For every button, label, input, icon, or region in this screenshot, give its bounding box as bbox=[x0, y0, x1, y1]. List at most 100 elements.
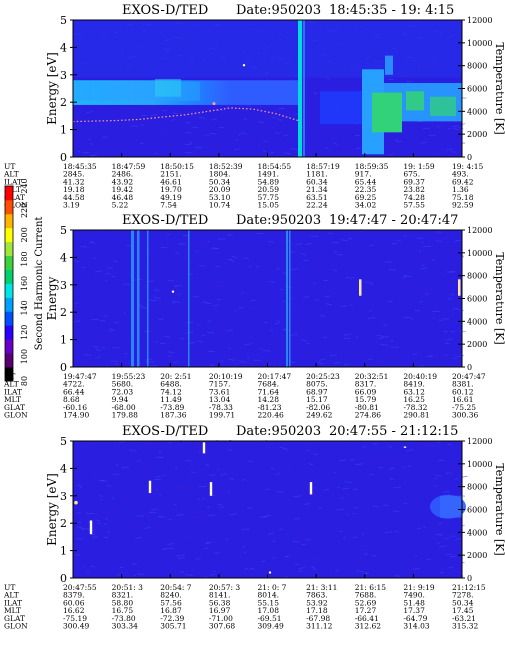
texture-stroke bbox=[207, 331, 215, 334]
texture-stroke bbox=[388, 521, 394, 524]
texture-stroke bbox=[296, 537, 303, 539]
texture-stroke bbox=[123, 310, 128, 312]
table-cell: 53.10 bbox=[209, 193, 231, 202]
texture-stroke bbox=[438, 293, 446, 296]
texture-stroke bbox=[315, 299, 319, 302]
table-cell: 8141. bbox=[209, 591, 230, 600]
texture-stroke bbox=[381, 232, 386, 235]
texture-stroke bbox=[173, 503, 177, 506]
table-cell: 7684. bbox=[258, 380, 279, 389]
texture-stroke bbox=[189, 341, 196, 344]
texture-stroke bbox=[271, 514, 277, 516]
texture-stroke bbox=[334, 283, 339, 285]
colorbar-tick-label: 220 bbox=[20, 203, 29, 218]
texture-stroke bbox=[225, 340, 229, 342]
table-cell: 50.34 bbox=[452, 598, 474, 607]
texture-stroke bbox=[387, 78, 394, 81]
texture-stroke bbox=[150, 114, 158, 116]
texture-stroke bbox=[288, 465, 293, 469]
texture-stroke bbox=[79, 246, 87, 248]
texture-stroke bbox=[435, 234, 441, 236]
table-cell: 65.44 bbox=[355, 177, 377, 186]
texture-stroke bbox=[441, 244, 447, 246]
table-cell: 16.75 bbox=[112, 606, 134, 615]
texture-stroke bbox=[307, 356, 315, 358]
table-cell: 17.45 bbox=[452, 606, 474, 615]
table-cell: 20:47:55 bbox=[63, 583, 97, 592]
table-cell: 15.79 bbox=[355, 395, 377, 404]
texture-stroke bbox=[122, 500, 128, 504]
table-cell: 19.42 bbox=[112, 185, 134, 194]
y-tick-label: 0 bbox=[60, 361, 67, 374]
texture-stroke bbox=[135, 120, 141, 122]
y2-axis-label: Temperature [K] bbox=[493, 252, 505, 344]
texture-stroke bbox=[439, 571, 445, 574]
colorbar-segment bbox=[5, 186, 13, 201]
texture-stroke bbox=[139, 282, 142, 285]
texture-stroke bbox=[200, 262, 208, 265]
colorbar-segment bbox=[5, 297, 13, 312]
texture-stroke bbox=[437, 125, 440, 128]
table-cell: 46.48 bbox=[112, 193, 134, 202]
texture-stroke bbox=[367, 498, 371, 501]
texture-stroke bbox=[325, 150, 332, 153]
texture-stroke bbox=[365, 281, 373, 284]
texture-stroke bbox=[341, 239, 348, 242]
texture-stroke bbox=[427, 276, 431, 279]
texture-stroke bbox=[452, 128, 460, 131]
texture-stroke bbox=[78, 105, 86, 107]
texture-stroke bbox=[419, 300, 423, 303]
texture-stroke bbox=[296, 243, 303, 245]
texture-stroke bbox=[450, 132, 459, 135]
colorbar-segment bbox=[5, 353, 13, 368]
table-cell: 312.62 bbox=[355, 622, 381, 631]
table-cell: 50.34 bbox=[209, 177, 231, 186]
texture-stroke bbox=[352, 488, 358, 491]
table-row-label: ALT bbox=[3, 380, 19, 389]
texture-stroke bbox=[401, 474, 405, 477]
texture-stroke bbox=[306, 342, 310, 345]
texture-stroke bbox=[169, 249, 177, 252]
table-cell: 179.88 bbox=[112, 411, 138, 420]
texture-stroke bbox=[441, 318, 450, 320]
texture-stroke bbox=[355, 336, 359, 338]
table-cell: 1491. bbox=[258, 170, 279, 179]
y-tick-label: 3 bbox=[60, 279, 67, 292]
texture-stroke bbox=[148, 454, 157, 456]
y2-tick-label: 6000 bbox=[467, 506, 487, 515]
table-cell: 8.68 bbox=[63, 395, 80, 404]
texture-stroke bbox=[270, 133, 277, 136]
table-cell: -64.79 bbox=[403, 614, 427, 623]
colorbar-segment bbox=[5, 255, 13, 270]
table-cell: 20:57: 3 bbox=[209, 583, 241, 592]
texture-stroke bbox=[313, 558, 319, 560]
texture-stroke bbox=[175, 490, 181, 493]
texture-stroke bbox=[77, 470, 81, 473]
table-cell: 21: 0: 7 bbox=[258, 583, 287, 592]
texture-stroke bbox=[402, 318, 408, 320]
texture-stroke bbox=[392, 254, 395, 256]
y2-tick-label: 2000 bbox=[467, 551, 487, 560]
texture-stroke bbox=[252, 316, 257, 319]
texture-stroke bbox=[412, 494, 416, 497]
texture-stroke bbox=[395, 485, 404, 488]
texture-stroke bbox=[452, 121, 459, 123]
panel-3: 0 1 2 3 4 5 0 2000 4000 6000 8000 10000 12000 Energy … bbox=[3, 424, 505, 631]
texture-stroke bbox=[416, 237, 424, 239]
texture-stroke bbox=[200, 134, 208, 137]
texture-stroke bbox=[174, 467, 178, 470]
texture-stroke bbox=[362, 446, 367, 448]
texture-stroke bbox=[311, 555, 319, 557]
texture-stroke bbox=[156, 456, 164, 459]
texture-stroke bbox=[457, 355, 465, 357]
texture-stroke bbox=[176, 514, 185, 516]
texture-stroke bbox=[279, 264, 282, 267]
texture-stroke bbox=[166, 233, 170, 236]
table-cell: 1181. bbox=[306, 170, 327, 179]
texture-stroke bbox=[207, 240, 211, 243]
texture-stroke bbox=[380, 344, 389, 346]
texture-stroke bbox=[229, 528, 235, 531]
table-cell: -67.98 bbox=[306, 614, 330, 623]
y2-tick-label: 2000 bbox=[467, 130, 487, 139]
table-cell: 7.54 bbox=[160, 201, 177, 210]
